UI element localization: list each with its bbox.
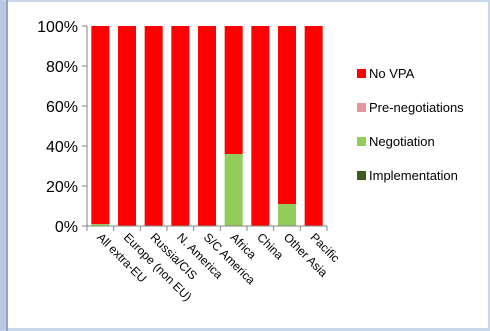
bar-negotiation-all-extra-eu — [91, 224, 110, 226]
y-tick-label: 80% — [46, 59, 78, 76]
bar-no-vpa-russia-cis — [144, 26, 163, 226]
y-tick-label: 40% — [46, 139, 78, 156]
bar-no-vpa-europe-non-eu — [118, 26, 136, 226]
legend-label-no-vpa: No VPA — [369, 66, 415, 81]
bar-no-vpa-all-extra-eu — [91, 26, 110, 224]
bar-no-vpa-pacific — [304, 26, 323, 226]
legend-swatch-negotiation — [357, 137, 366, 146]
legend-swatch-pre-negotiations — [357, 103, 366, 112]
y-tick-label: 60% — [46, 99, 78, 116]
bar-no-vpa-china — [251, 26, 270, 226]
y-axis: 0% 20% 40% 60% 80% 100% — [37, 19, 88, 236]
bars — [91, 26, 323, 226]
legend-label-pre-negotiations: Pre-negotiations — [369, 100, 464, 115]
bar-negotiation-other-asia — [278, 204, 296, 226]
bar-no-vpa-africa — [224, 26, 243, 154]
legend: No VPA Pre-negotiations Negotiation Impleme… — [357, 66, 464, 183]
y-tick-label: 100% — [37, 19, 78, 36]
y-tick-label: 20% — [46, 179, 78, 196]
legend-label-negotiation: Negotiation — [369, 134, 435, 149]
frame-edge — [6, 0, 8, 331]
y-tick-label: 0% — [55, 219, 78, 236]
bar-no-vpa-s-c-america — [198, 26, 216, 226]
bar-no-vpa-n-america — [171, 26, 190, 226]
x-tick-label: China — [254, 230, 286, 262]
legend-swatch-no-vpa — [357, 69, 366, 78]
bar-negotiation-africa — [224, 154, 243, 226]
legend-label-implementation: Implementation — [369, 168, 458, 183]
bar-no-vpa-other-asia — [278, 26, 296, 204]
legend-swatch-implementation — [357, 171, 366, 180]
